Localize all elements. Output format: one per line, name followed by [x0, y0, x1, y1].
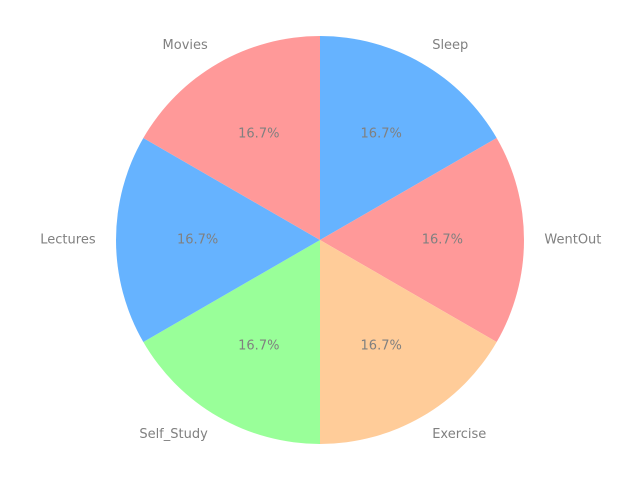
- slice-label-exercise: Exercise: [432, 427, 486, 442]
- slice-label-wentout: WentOut: [544, 233, 601, 248]
- pie-slice-movies: [143, 36, 320, 240]
- slice-label-movies: Movies: [163, 38, 208, 53]
- pie-slice-sleep: [320, 36, 497, 240]
- slice-label-lectures: Lectures: [40, 233, 96, 248]
- percent-label-sleep: 16.7%: [361, 126, 402, 141]
- slice-label-self-study: Self_Study: [139, 427, 208, 442]
- pie-slice-exercise: [320, 240, 497, 445]
- pie-slice-self-study: [143, 240, 320, 444]
- slice-label-sleep: Sleep: [432, 38, 468, 53]
- pie-labels: Sleep 16.7% WentOut 16.7% Exercise 16.7% Self_…: [40, 38, 601, 442]
- percent-label-wentout: 16.7%: [422, 233, 463, 248]
- pie-slice-lectures: [115, 138, 320, 342]
- percent-label-exercise: 16.7%: [361, 339, 402, 354]
- percent-label-lectures: 16.7%: [177, 233, 218, 248]
- percent-label-movies: 16.7%: [238, 126, 279, 141]
- percent-label-self-study: 16.7%: [238, 339, 279, 354]
- pie-slices: [115, 36, 524, 445]
- pie-slice-wentout: [320, 138, 524, 342]
